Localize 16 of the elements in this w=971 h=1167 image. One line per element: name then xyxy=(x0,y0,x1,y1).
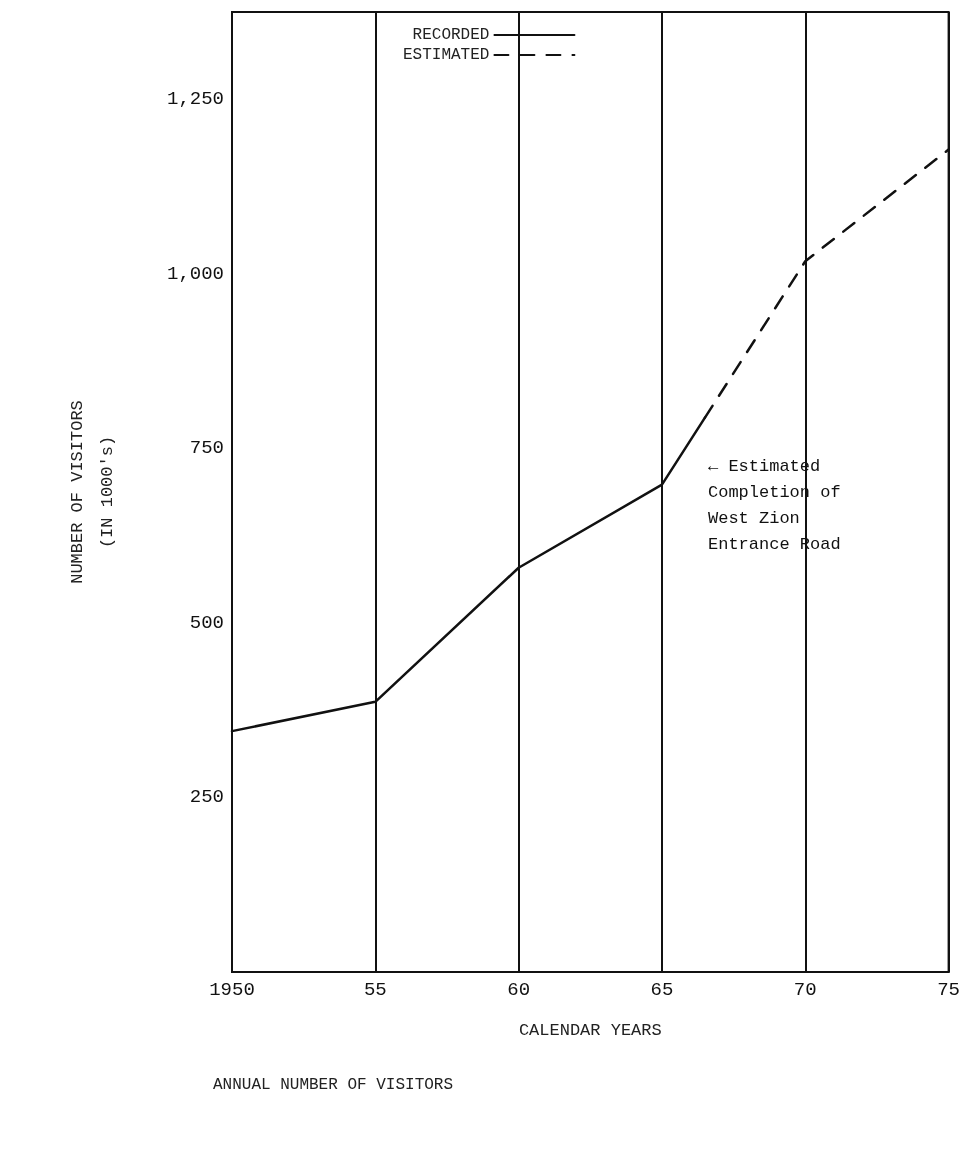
x-tick-label: 60 xyxy=(507,978,531,1001)
y-tick-label: 250 xyxy=(189,786,224,809)
y-axis-title: NUMBER OF VISITORS (IN 1000's) xyxy=(67,400,117,584)
y-tick-label: 1,250 xyxy=(166,88,224,111)
x-tick-label: 65 xyxy=(650,978,674,1001)
x-tick-label: 1950 xyxy=(209,978,255,1001)
x-axis-title: CALENDAR YEARS xyxy=(518,1021,662,1040)
y-tick-label: 750 xyxy=(189,437,224,460)
legend-label: ESTIMATED xyxy=(402,46,490,64)
text: ANNUAL NUMBER OF VISITORS xyxy=(213,1076,454,1094)
y-tick-label: 1,000 xyxy=(166,262,224,285)
x-tick-label: 55 xyxy=(363,978,387,1001)
y-tick-label: 500 xyxy=(189,611,224,634)
x-tick-label: 75 xyxy=(937,978,960,1001)
x-tick-label: 70 xyxy=(793,978,817,1001)
legend-label: RECORDED xyxy=(412,26,490,44)
